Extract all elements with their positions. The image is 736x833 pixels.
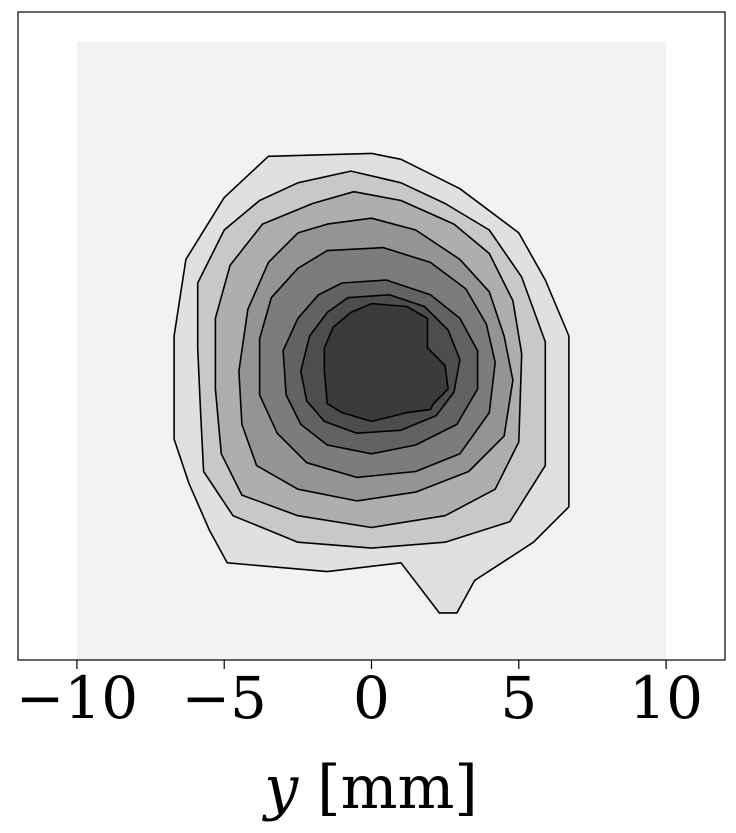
x-tick-label: 10	[629, 664, 703, 732]
x-tick-label: −5	[181, 664, 267, 732]
x-axis-title-variable: y	[261, 753, 299, 823]
plot-area	[76, 41, 667, 661]
contour-level-8	[323, 302, 449, 423]
x-axis-ticks: −10 −5 0 5 10	[16, 660, 703, 732]
x-axis-title: y [mm]	[261, 753, 478, 823]
x-axis-title-unit: [mm]	[298, 753, 478, 823]
x-tick-label: 0	[353, 664, 390, 732]
x-tick-label: 5	[500, 664, 537, 732]
x-tick-label: −10	[16, 664, 138, 732]
